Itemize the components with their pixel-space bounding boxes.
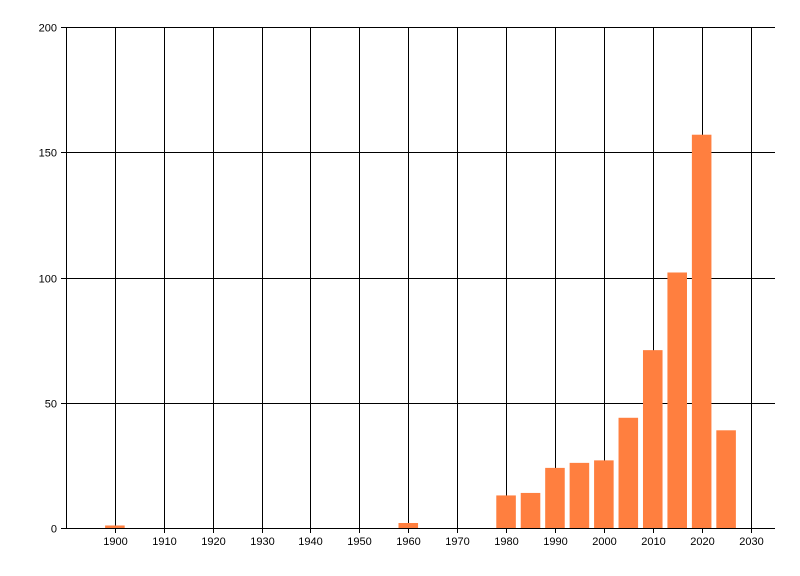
bar-2020	[691, 134, 712, 528]
bar-2010	[642, 350, 663, 528]
y-tick-label: 100	[39, 274, 57, 286]
x-tick-label: 1930	[250, 536, 274, 548]
bar-1900	[105, 525, 125, 528]
y-axis-ticks: 0 50 100 150 200	[39, 23, 66, 536]
x-tick-label: 2030	[739, 536, 763, 548]
bar-2015	[667, 272, 687, 528]
axes	[66, 27, 775, 529]
bar-1960	[398, 522, 419, 528]
x-tick-label: 2010	[641, 536, 665, 548]
x-tick-label: 1960	[396, 536, 420, 548]
x-tick-label: 1950	[347, 536, 371, 548]
y-tick-label: 0	[51, 524, 57, 536]
bars	[105, 134, 736, 528]
x-tick-label: 2020	[690, 536, 714, 548]
x-tick-label: 2000	[592, 536, 616, 548]
bar-1985	[520, 492, 541, 528]
x-tick-label: 1980	[494, 536, 518, 548]
bar-2025	[716, 430, 736, 528]
x-tick-label: 1970	[445, 536, 469, 548]
y-tick-label: 200	[39, 23, 57, 35]
y-tick-label: 50	[45, 399, 57, 411]
bar-1990	[545, 467, 565, 528]
x-tick-label: 1910	[152, 536, 176, 548]
x-tick-label: 1940	[298, 536, 322, 548]
bar-1980	[496, 495, 516, 528]
x-axis-ticks: 1900 1910 1920 1930 1940 1950 1960 1970 1980 1990…	[103, 528, 764, 548]
bar-2000	[594, 460, 614, 528]
x-tick-label: 1900	[103, 536, 127, 548]
x-tick-label: 1920	[201, 536, 225, 548]
bar-1995	[569, 462, 590, 528]
x-tick-label: 1990	[543, 536, 567, 548]
bar-2005	[618, 417, 639, 528]
y-tick-label: 150	[39, 148, 57, 160]
